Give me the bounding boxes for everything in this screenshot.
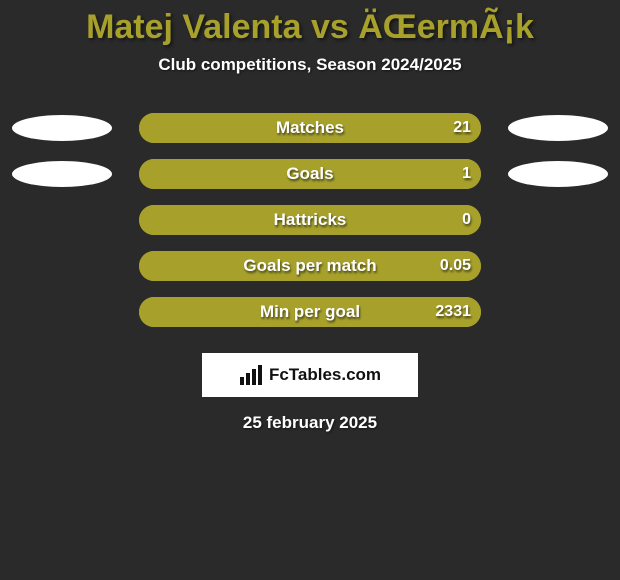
bar-label: Min per goal — [260, 302, 360, 322]
bar-value-right: 0 — [462, 211, 471, 229]
bar-label: Matches — [276, 118, 344, 138]
page-title: Matej Valenta vs ÄŒermÃ¡k — [0, 0, 620, 47]
stat-row: Hattricks 0 — [0, 197, 620, 243]
bar-container: Hattricks 0 — [139, 205, 481, 235]
bar-value-right: 21 — [453, 119, 471, 137]
player-right-marker — [508, 161, 608, 187]
bar-value-right: 0.05 — [440, 257, 471, 275]
bar-value-right: 1 — [462, 165, 471, 183]
bar-container: Matches 21 — [139, 113, 481, 143]
brand-box: FcTables.com — [202, 353, 418, 397]
bar-container: Goals per match 0.05 — [139, 251, 481, 281]
stat-row: Goals 1 — [0, 151, 620, 197]
brand-chart-icon — [239, 365, 263, 385]
stat-row: Goals per match 0.05 — [0, 243, 620, 289]
player-left-marker — [12, 115, 112, 141]
bar-label: Goals per match — [243, 256, 376, 276]
player-left-marker — [12, 161, 112, 187]
bar-container: Min per goal 2331 — [139, 297, 481, 327]
stat-row: Min per goal 2331 — [0, 289, 620, 335]
player-right-marker — [508, 115, 608, 141]
bar-label: Goals — [286, 164, 333, 184]
stat-row: Matches 21 — [0, 105, 620, 151]
bar-container: Goals 1 — [139, 159, 481, 189]
date-text: 25 february 2025 — [0, 413, 620, 433]
subtitle: Club competitions, Season 2024/2025 — [0, 55, 620, 75]
bar-label: Hattricks — [274, 210, 347, 230]
stats-rows: Matches 21 Goals 1 Hattricks 0 Goals per match… — [0, 105, 620, 335]
brand-text: FcTables.com — [269, 365, 381, 385]
bar-value-right: 2331 — [435, 303, 471, 321]
